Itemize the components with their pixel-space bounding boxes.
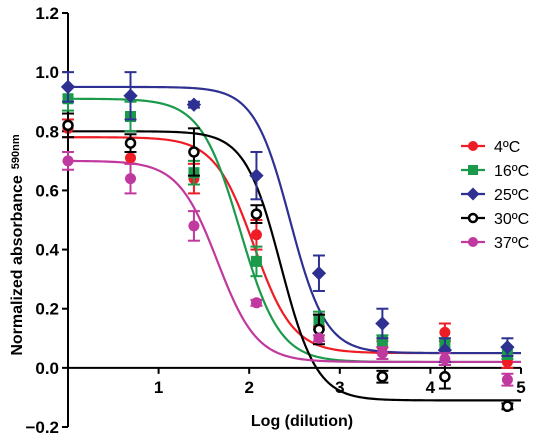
y-tick-label: 0.2 xyxy=(35,300,59,319)
data-point xyxy=(250,208,263,220)
data-point xyxy=(186,97,202,112)
data-point xyxy=(188,220,200,232)
y-tick-label: 1.0 xyxy=(35,63,59,82)
data-point xyxy=(376,335,388,347)
data-point xyxy=(123,88,138,103)
legend: 4ºC 16ºC 25ºC 30ºC 37ºC xyxy=(461,139,529,252)
x-tick-label: 3 xyxy=(335,378,344,397)
data-point xyxy=(125,173,137,185)
y-axis-label-main: Normalized absorbance xyxy=(9,175,26,356)
data-point xyxy=(188,146,200,158)
axes: −0.2 0.0 0.2 0.4 0.6 0.8 1.0 1.2 1 2 3 4 5 xyxy=(25,4,525,437)
data-point xyxy=(468,165,478,175)
x-tick-label: 5 xyxy=(516,378,525,397)
y-axis-label: Normalized absorbance 590nm xyxy=(9,134,26,356)
data-point xyxy=(250,297,262,309)
x-axis-label: Log (dilution) xyxy=(251,413,353,430)
data-point xyxy=(313,323,325,336)
data-point xyxy=(62,155,74,167)
legend-label: 4ºC xyxy=(494,139,520,156)
legend-label: 25ºC xyxy=(494,187,529,204)
data-point xyxy=(375,316,390,331)
data-point xyxy=(501,374,513,386)
fit-curve xyxy=(68,136,521,355)
legend-label: 30ºC xyxy=(494,211,529,228)
data-point xyxy=(60,79,76,95)
data-point xyxy=(124,137,137,149)
data-point xyxy=(468,237,478,247)
data-point xyxy=(501,400,514,413)
y-tick-label: 0.4 xyxy=(35,241,59,260)
data-point xyxy=(500,340,515,355)
data-point xyxy=(62,119,74,132)
y-tick-label: 0.8 xyxy=(35,122,59,141)
fit-curve xyxy=(67,159,521,364)
data-point xyxy=(376,347,388,359)
y-axis-label-subscript: 590nm xyxy=(10,134,22,169)
data-point xyxy=(376,370,389,383)
data-point xyxy=(250,255,262,267)
data-point xyxy=(468,141,478,151)
legend-label: 16ºC xyxy=(494,163,529,180)
x-tick-label: 2 xyxy=(244,378,253,397)
y-tick-label: 0.0 xyxy=(35,359,59,378)
y-tick-label: 0.6 xyxy=(35,181,59,200)
y-tick-label: −0.2 xyxy=(25,418,59,437)
data-point xyxy=(467,212,479,224)
data-point xyxy=(439,370,451,383)
data-marks xyxy=(60,71,515,413)
data-point xyxy=(466,187,480,201)
legend-label: 37ºC xyxy=(494,235,529,252)
x-tick-label: 4 xyxy=(426,378,436,397)
fit-curve xyxy=(68,130,521,402)
data-point xyxy=(313,332,325,344)
data-point xyxy=(439,326,451,338)
data-point xyxy=(439,353,451,365)
y-tick-label: 1.2 xyxy=(35,4,59,23)
data-point xyxy=(311,266,327,281)
data-point xyxy=(125,152,137,164)
x-tick-label: 1 xyxy=(154,378,163,397)
data-point xyxy=(250,229,262,241)
data-point xyxy=(249,168,264,183)
